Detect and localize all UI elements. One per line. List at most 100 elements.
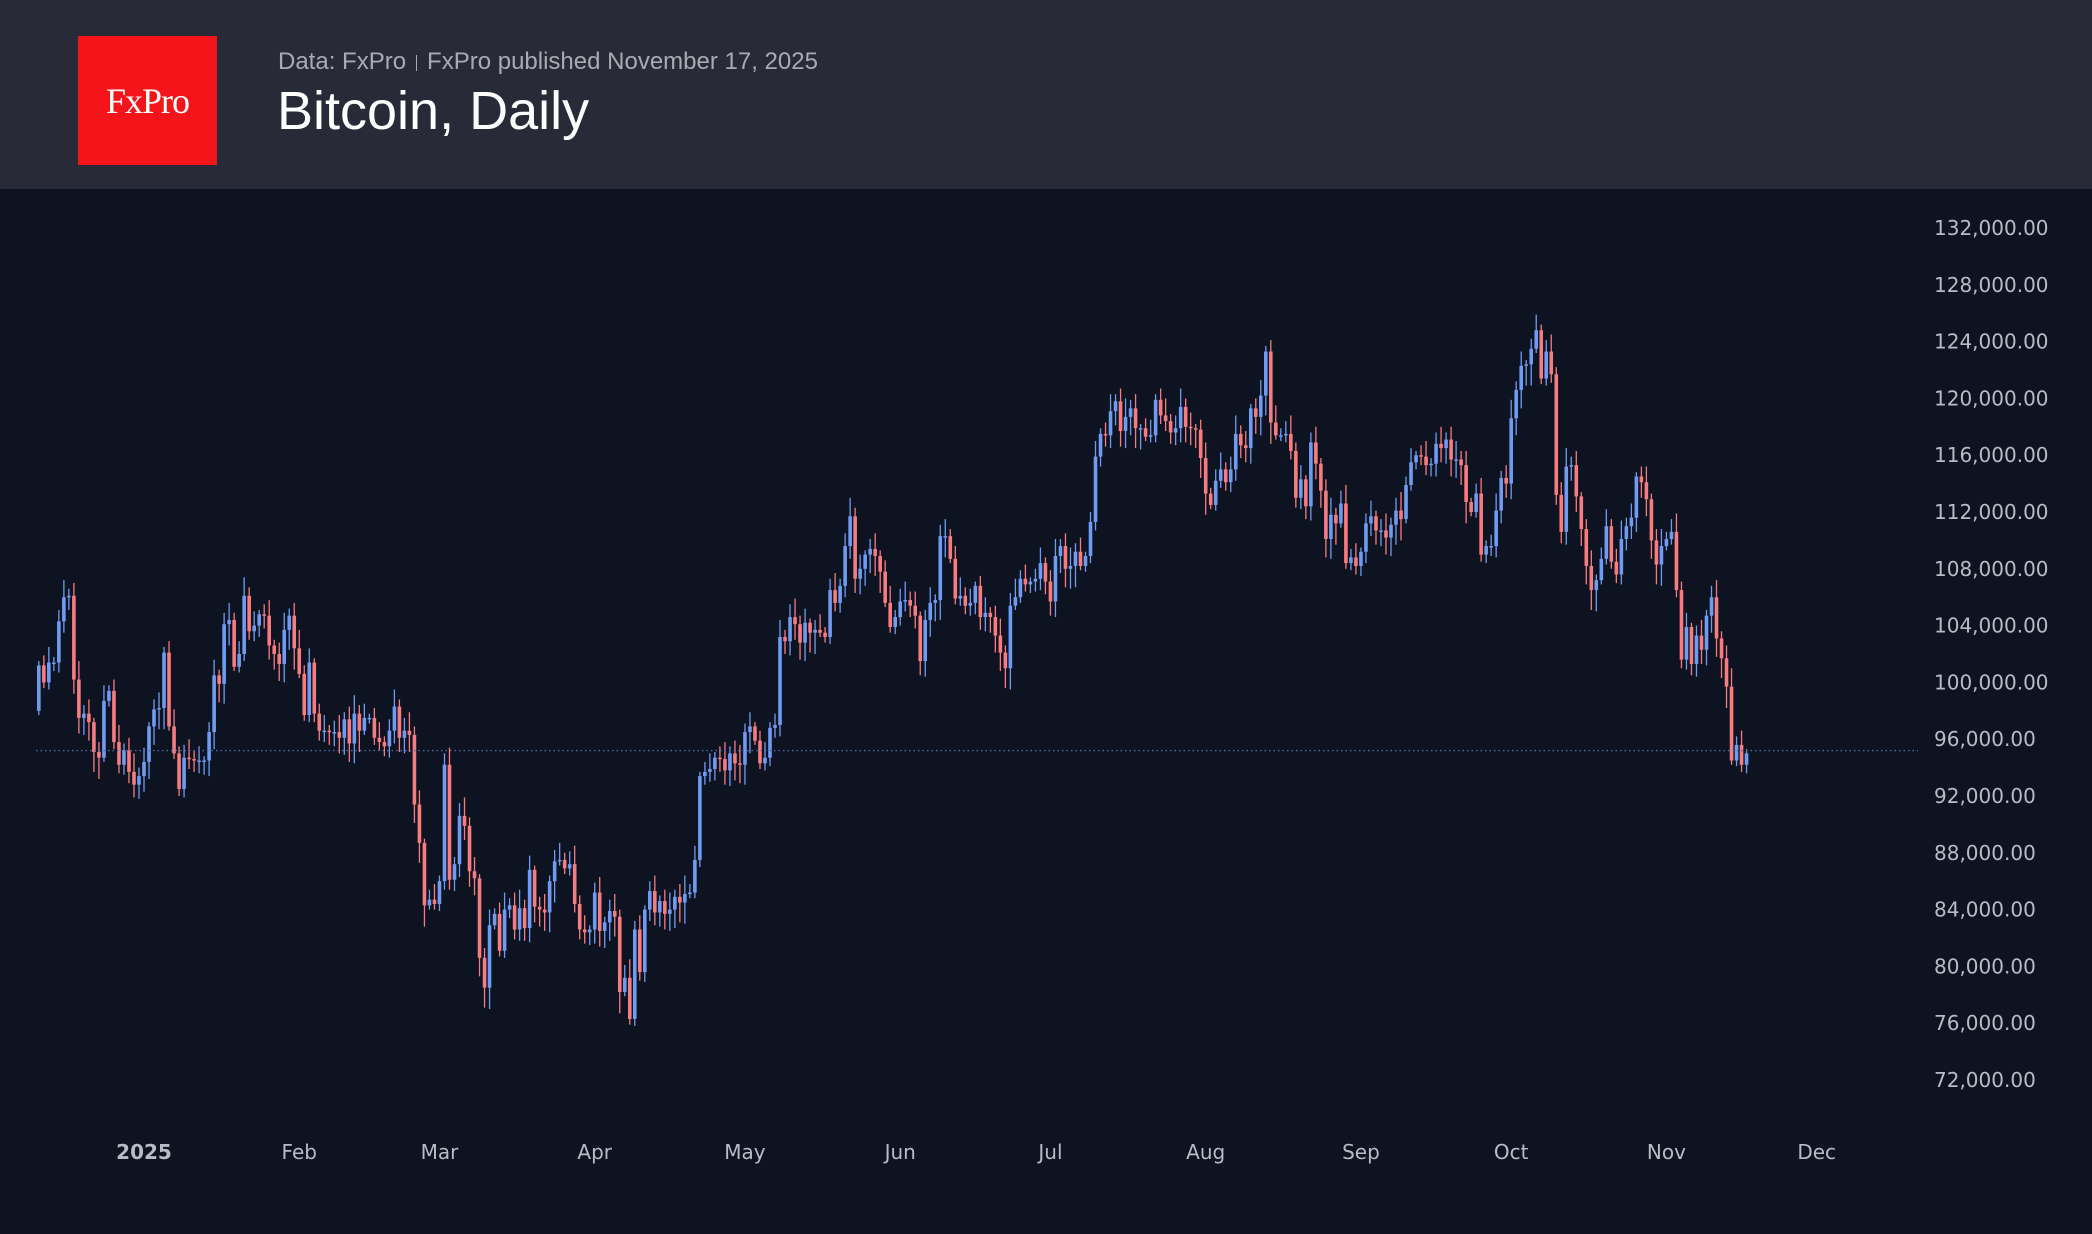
candle [773,713,777,738]
candle [382,736,387,757]
candle-body [1674,531,1679,591]
candle-body [317,713,322,731]
candle-body [793,617,797,625]
candle [883,560,887,608]
candle [452,857,457,892]
candle [743,723,747,785]
candle [1449,426,1453,477]
candle-body [447,764,452,880]
candle [1494,493,1498,558]
candle-body [1489,546,1493,548]
candle [482,947,487,1008]
candle [1334,507,1338,545]
candle [562,852,567,875]
candle [582,915,587,944]
candle [1274,405,1278,440]
candle [1329,497,1333,559]
candle-body [863,554,867,569]
candle [577,895,582,940]
candle [1604,509,1609,565]
candle [1399,492,1403,541]
candle [1429,458,1433,477]
candle-body [1399,510,1403,520]
candle-body [848,516,852,547]
y-tick-label: 112,000.00 [1934,500,2049,524]
candle [522,899,527,941]
candle-body [648,891,652,910]
candle-body [1384,530,1388,538]
candle [1589,550,1594,610]
candle-body [277,654,282,664]
candle-body [532,869,537,907]
candle-body [467,825,472,872]
candle-body [267,615,271,646]
candle-body [242,595,246,654]
candle-body [332,732,337,734]
candle-body [1389,524,1393,538]
candle [1058,538,1063,574]
candle [302,665,307,721]
candle-body [688,892,692,895]
candle [617,909,622,1014]
candle [327,725,332,745]
candle [1339,490,1343,528]
candle [1504,465,1508,498]
candle [693,845,697,899]
candle-body [1299,479,1303,498]
candle-body [968,602,973,606]
candle [1223,462,1228,491]
candle [102,685,106,762]
candle-body [1213,480,1218,505]
candle [547,875,552,933]
candle-body [617,916,622,992]
candle-body [127,750,131,772]
candle-body [963,595,968,606]
candle-body [1183,406,1188,427]
candle-body [1589,565,1594,591]
candle [793,598,797,640]
candle [1684,612,1689,670]
candle-body [407,730,412,735]
candle [1173,415,1178,446]
candle [572,845,577,913]
candle-body [1008,605,1013,669]
candle-body [462,815,467,826]
y-tick-label: 124,000.00 [1934,330,2049,354]
candle-body [1409,462,1413,486]
candle-body [212,675,216,733]
candle-body [673,896,677,910]
candle [1123,398,1128,449]
candle-body [477,878,482,958]
candle-body [192,759,196,761]
candle [367,713,372,724]
candle [953,546,958,605]
candle [1519,351,1523,409]
candle-body [547,881,552,913]
candle [1068,547,1073,589]
candle-body [1474,493,1478,512]
candle [858,554,862,595]
time-axis: 2025 Feb Mar Apr May Jun Jul Aug Sep Oct Nov Dec [116,1140,1836,1164]
candle [1053,538,1058,618]
candle [57,609,61,673]
candle [948,529,953,564]
candle-body [723,759,727,771]
candle [1364,513,1368,564]
candle [312,658,317,723]
candle [1659,529,1664,586]
candle [287,608,292,650]
candle [82,705,86,735]
candle-body [1339,503,1343,524]
candle [347,706,352,762]
candle-body [1334,514,1338,524]
candle [202,756,206,775]
candle-body [763,757,767,764]
candle-body [1609,526,1614,562]
candle [1529,338,1534,386]
candle [1629,503,1634,539]
candle [507,898,512,919]
candle [893,609,897,635]
candle-body [853,516,857,579]
candle-body [1644,482,1649,500]
